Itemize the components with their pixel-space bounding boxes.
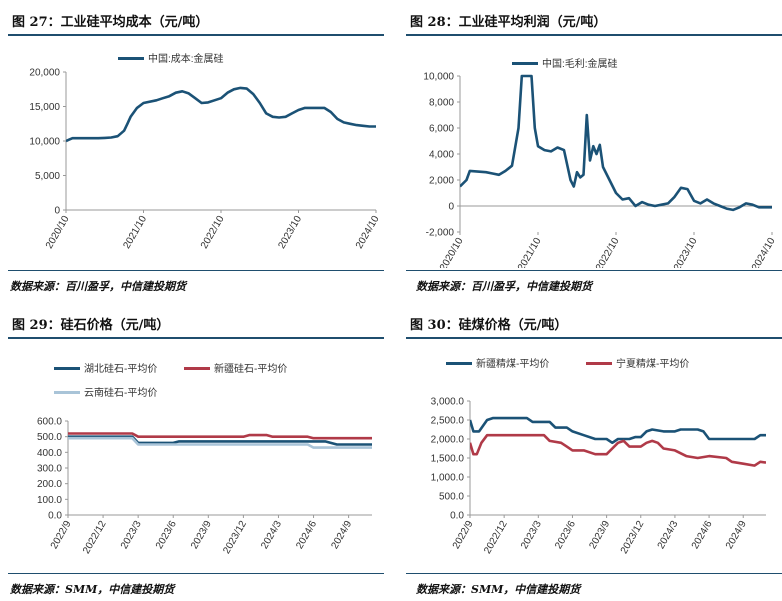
- data-source-note: 数据来源：SMM，中信建投期货: [10, 583, 175, 596]
- y-tick-label: 200.0: [37, 479, 62, 490]
- y-tick-label: 8,000: [429, 98, 454, 109]
- x-tick-label: 2024/6: [690, 519, 715, 551]
- series-line-3: [68, 436, 372, 449]
- silica-price-line-chart: 0.0 100.0 200.0 300.0 400.0 500.0 600.0 2022/9 2…: [37, 362, 372, 556]
- y-tick-label: 10,000: [29, 137, 60, 148]
- y-tick-label: 6,000: [429, 124, 454, 135]
- x-tick-label: 2023/9: [587, 519, 612, 551]
- y-tick-label: 0: [448, 202, 454, 213]
- series-line-2: [68, 432, 372, 440]
- x-tick-label: 2020/10: [438, 236, 466, 268]
- title-rule: [406, 337, 782, 339]
- x-tick-label: 2024/10: [750, 236, 778, 268]
- title-rule: [8, 34, 384, 36]
- source-rule: [8, 270, 384, 271]
- title-rule: [406, 34, 782, 36]
- y-tick-label: 1,000.0: [431, 473, 465, 484]
- data-source-note: 数据来源：SMM，中信建投期货: [416, 583, 581, 596]
- y-tick-label: 2,000.0: [431, 435, 465, 446]
- y-tick-label: 0.0: [450, 511, 464, 522]
- source-rule: [8, 573, 384, 574]
- legend-label: 中国:成本:金属硅: [148, 52, 224, 65]
- legend-label: 湖北硅石-平均价: [84, 362, 157, 375]
- y-tick-label: -2,000: [426, 228, 455, 239]
- x-tick-label: 2023/12: [619, 519, 647, 556]
- series-line-1: [66, 86, 376, 143]
- x-tick-label: 2023/12: [221, 519, 249, 556]
- y-tick-label: 0: [54, 206, 60, 217]
- x-tick-label: 2023/9: [189, 519, 214, 551]
- y-tick-label: 400.0: [37, 448, 62, 459]
- x-tick-label: 2022/12: [482, 519, 510, 556]
- y-tick-label: 0.0: [48, 511, 62, 522]
- coal-price-line-chart: 0.0 500.0 1,000.0 1,500.0 2,000.0 2,500.0 3,00…: [431, 357, 766, 556]
- legend-label: 新疆硅石-平均价: [214, 362, 287, 375]
- x-tick-label: 2024/6: [294, 519, 319, 551]
- x-tick-label: 2024/10: [354, 214, 382, 251]
- x-tick-label: 2023/10: [276, 214, 304, 251]
- chart-title: 图 29：硅石价格（元/吨）: [12, 318, 170, 333]
- legend-label: 云南硅石-平均价: [84, 386, 157, 399]
- y-tick-label: 600.0: [37, 417, 62, 428]
- x-tick-label: 2023/6: [553, 519, 578, 551]
- x-tick-label: 2023/6: [154, 519, 179, 551]
- series-line-2: [470, 433, 766, 467]
- y-tick-label: 5,000: [35, 171, 60, 182]
- x-tick-label: 2022/12: [81, 519, 109, 556]
- data-source-note: 数据来源：百川盈孚，中信建投期货: [10, 280, 186, 293]
- x-tick-label: 2023/3: [119, 519, 144, 551]
- x-tick-label: 2022/9: [49, 519, 74, 551]
- chart-title: 图 28：工业硅平均利润（元/吨）: [410, 15, 607, 30]
- y-tick-label: 500.0: [439, 492, 464, 503]
- y-tick-label: 15,000: [29, 102, 60, 113]
- y-tick-label: 1,500.0: [431, 454, 465, 465]
- y-tick-label: 3,000.0: [431, 397, 465, 408]
- cost-line-chart: 0 5,000 10,000 15,000 20,000 2020/10 2021/10 20…: [29, 52, 382, 251]
- x-tick-label: 2024/3: [656, 519, 681, 551]
- y-tick-label: 4,000: [429, 150, 454, 161]
- y-tick-label: 2,500.0: [431, 416, 465, 427]
- series-line-1: [460, 74, 772, 212]
- chart-title: 图 30：硅煤价格（元/吨）: [410, 318, 568, 333]
- data-source-note: 数据来源：百川盈孚，中信建投期货: [416, 280, 592, 293]
- source-rule: [406, 573, 782, 574]
- x-tick-label: 2022/10: [594, 236, 622, 268]
- x-tick-label: 2024/9: [724, 519, 749, 551]
- x-tick-label: 2022/9: [451, 519, 476, 551]
- x-tick-label: 2023/3: [519, 519, 544, 551]
- y-tick-label: 100.0: [37, 495, 62, 506]
- source-rule: [406, 270, 782, 271]
- y-tick-label: 20,000: [29, 68, 60, 79]
- x-tick-label: 2024/3: [259, 519, 284, 551]
- x-tick-label: 2021/10: [121, 214, 149, 251]
- legend-label: 新疆精煤-平均价: [476, 357, 549, 370]
- x-tick-label: 2021/10: [516, 236, 544, 268]
- y-tick-label: 300.0: [37, 464, 62, 475]
- x-tick-label: 2023/10: [672, 236, 700, 268]
- legend-label: 宁夏精煤-平均价: [616, 357, 689, 370]
- chart-title: 图 27：工业硅平均成本（元/吨）: [12, 15, 209, 30]
- title-rule: [8, 337, 384, 339]
- x-tick-label: 2024/9: [329, 519, 354, 551]
- legend-label: 中国:毛利:金属硅: [542, 57, 618, 70]
- y-tick-label: 500.0: [37, 432, 62, 443]
- y-tick-label: 2,000: [429, 176, 454, 187]
- series-line-1: [470, 416, 766, 445]
- x-tick-label: 2020/10: [44, 214, 72, 251]
- y-tick-label: 10,000: [423, 72, 454, 83]
- x-tick-label: 2022/10: [199, 214, 227, 251]
- profit-line-chart: -2,000 0 2,000 4,000 6,000 8,000 10,000 2020/10…: [423, 57, 778, 268]
